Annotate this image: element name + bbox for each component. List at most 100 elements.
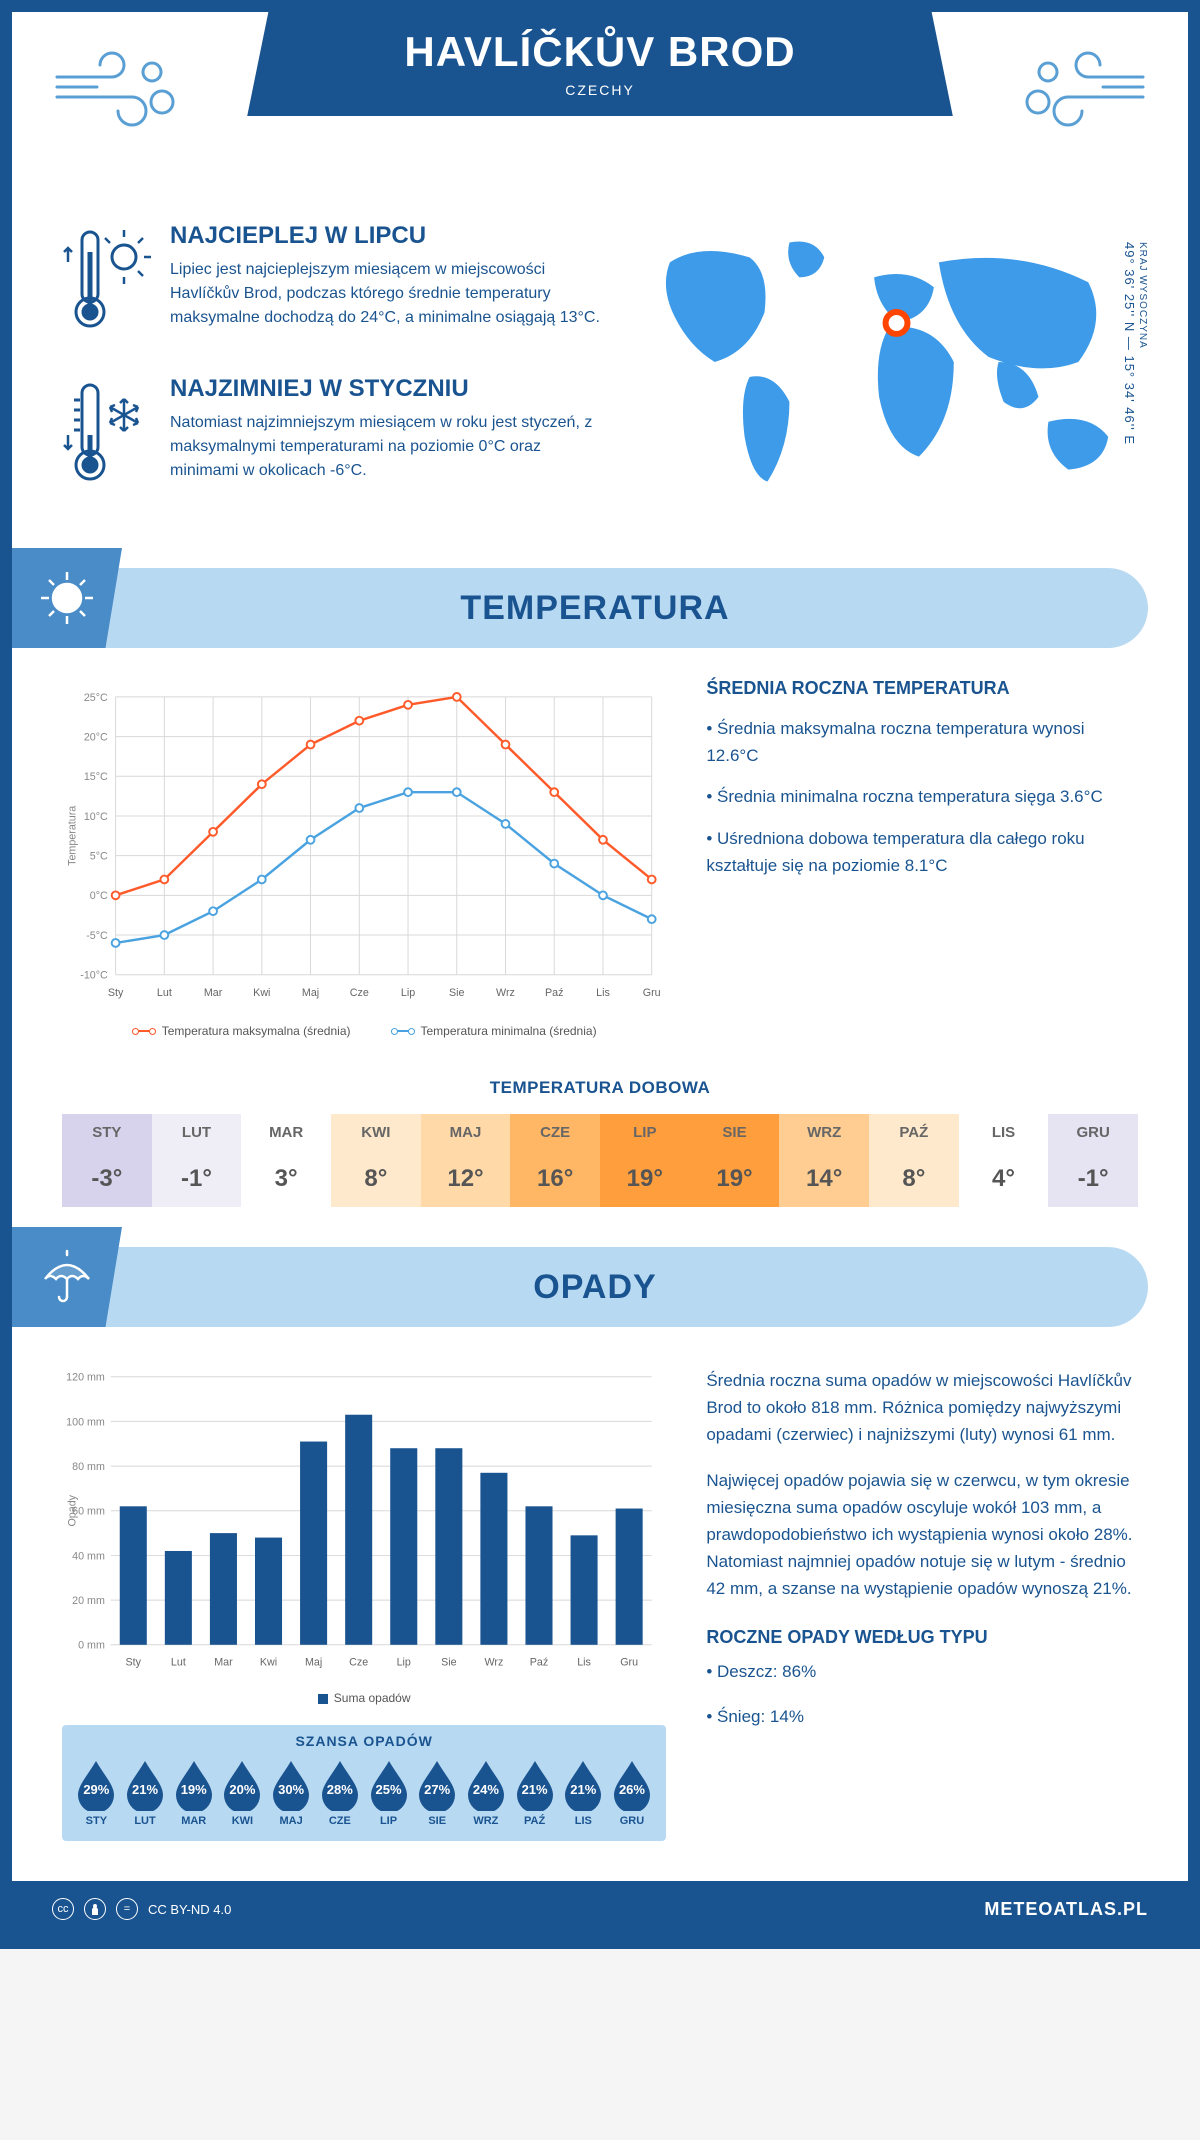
svg-text:80 mm: 80 mm <box>72 1461 105 1473</box>
month-value: 3° <box>241 1151 331 1207</box>
svg-text:Lut: Lut <box>157 987 172 999</box>
coordinates: KRAJ WYSOCZYNA 49° 36' 25'' N — 15° 34' … <box>1122 242 1148 445</box>
month-header: SIE <box>690 1114 780 1151</box>
svg-text:Lip: Lip <box>397 1656 411 1668</box>
intro-section: NAJCIEPLEJ W LIPCU Lipiec jest najcieple… <box>12 212 1188 558</box>
temperature-line-chart: -10°C-5°C0°C5°C10°C15°C20°C25°CStyLutMar… <box>62 678 666 1038</box>
raindrop-icon: 26% <box>610 1759 654 1811</box>
svg-text:Temperatura: Temperatura <box>67 806 79 866</box>
region-label: KRAJ WYSOCZYNA <box>1137 242 1148 437</box>
drop-column: 28% CZE <box>317 1759 362 1827</box>
world-map-svg <box>640 222 1138 502</box>
svg-text:120 mm: 120 mm <box>66 1372 105 1384</box>
raindrop-icon: 20% <box>220 1759 264 1811</box>
drop-month: WRZ <box>464 1815 509 1827</box>
svg-text:0°C: 0°C <box>90 890 108 902</box>
svg-text:20 mm: 20 mm <box>72 1595 105 1607</box>
raindrop-icon: 21% <box>513 1759 557 1811</box>
svg-text:Cze: Cze <box>350 987 369 999</box>
city-name: HAVLÍČKŮV BROD <box>247 28 953 76</box>
license-text: CC BY-ND 4.0 <box>148 1902 231 1917</box>
intro-text-column: NAJCIEPLEJ W LIPCU Lipiec jest najcieple… <box>62 222 610 528</box>
site-name: METEOATLAS.PL <box>984 1899 1148 1920</box>
raindrop-icon: 21% <box>123 1759 167 1811</box>
month-header: LIP <box>600 1114 690 1151</box>
month-header: MAJ <box>421 1114 511 1151</box>
drop-month: CZE <box>317 1815 362 1827</box>
umbrella-icon <box>12 1227 122 1327</box>
month-value: -3° <box>62 1151 152 1207</box>
svg-text:Wrz: Wrz <box>496 987 515 999</box>
svg-text:Sty: Sty <box>108 987 124 999</box>
drop-column: 21% LUT <box>123 1759 168 1827</box>
month-value: -1° <box>1048 1151 1138 1207</box>
month-value: 14° <box>779 1151 869 1207</box>
drop-column: 20% KWI <box>220 1759 265 1827</box>
svg-text:Mar: Mar <box>204 987 223 999</box>
precip-info: Średnia roczna suma opadów w miejscowośc… <box>706 1367 1138 1841</box>
temperature-row: -10°C-5°C0°C5°C10°C15°C20°C25°CStyLutMar… <box>12 678 1188 1038</box>
svg-text:100 mm: 100 mm <box>66 1416 105 1428</box>
month-header: WRZ <box>779 1114 869 1151</box>
coldest-block: NAJZIMNIEJ W STYCZNIU Natomiast najzimni… <box>62 375 610 500</box>
month-value: -1° <box>152 1151 242 1207</box>
drop-month: SIE <box>415 1815 460 1827</box>
svg-text:Mar: Mar <box>214 1656 233 1668</box>
svg-text:Sty: Sty <box>126 1656 142 1668</box>
precip-bar-chart: 0 mm20 mm40 mm60 mm80 mm100 mm120 mmOpad… <box>62 1367 666 1687</box>
legend-item-min: Temperatura minimalna (średnia) <box>391 1024 597 1038</box>
daily-temp-title: TEMPERATURA DOBOWA <box>62 1078 1138 1098</box>
svg-text:10°C: 10°C <box>84 811 108 823</box>
svg-text:5°C: 5°C <box>90 851 108 863</box>
thermometer-sun-icon <box>62 222 152 347</box>
drop-column: 25% LIP <box>366 1759 411 1827</box>
thermometer-snow-icon <box>62 375 152 500</box>
infographic-page: HAVLÍČKŮV BROD CZECHY <box>0 0 1200 1949</box>
title-ribbon: HAVLÍČKŮV BROD CZECHY <box>247 12 953 116</box>
section-header-precip: OPADY <box>12 1247 1148 1327</box>
month-header: GRU <box>1048 1114 1138 1151</box>
warmest-text: Lipiec jest najcieplejszym miesiącem w m… <box>170 258 610 330</box>
drop-column: 26% GRU <box>610 1759 655 1827</box>
footer: cc = CC BY-ND 4.0 METEOATLAS.PL <box>12 1881 1188 1937</box>
raindrop-icon: 24% <box>464 1759 508 1811</box>
drop-month: LIP <box>366 1815 411 1827</box>
svg-text:Maj: Maj <box>302 987 319 999</box>
drop-column: 30% MAJ <box>269 1759 314 1827</box>
svg-text:Sie: Sie <box>449 987 465 999</box>
world-map: KRAJ WYSOCZYNA 49° 36' 25'' N — 15° 34' … <box>640 222 1138 528</box>
svg-text:Maj: Maj <box>305 1656 322 1668</box>
svg-text:0 mm: 0 mm <box>78 1640 105 1652</box>
svg-text:Opady: Opady <box>67 1494 79 1526</box>
svg-text:25°C: 25°C <box>84 692 108 704</box>
month-header: LIS <box>959 1114 1049 1151</box>
svg-text:Paź: Paź <box>530 1656 548 1668</box>
coldest-title: NAJZIMNIEJ W STYCZNIU <box>170 375 610 403</box>
month-header: STY <box>62 1114 152 1151</box>
month-value: 19° <box>690 1151 780 1207</box>
daily-temperature-table: TEMPERATURA DOBOWA STYLUTMARKWIMAJCZELIP… <box>12 1038 1188 1237</box>
precip-chance-box: SZANSA OPADÓW 29% STY 21% LUT 19% MAR 20… <box>62 1725 666 1841</box>
svg-text:Sie: Sie <box>441 1656 457 1668</box>
drop-column: 24% WRZ <box>464 1759 509 1827</box>
svg-text:-10°C: -10°C <box>80 970 108 982</box>
drop-month: MAJ <box>269 1815 314 1827</box>
drop-column: 21% PAŹ <box>512 1759 557 1827</box>
month-value: 4° <box>959 1151 1049 1207</box>
raindrop-icon: 30% <box>269 1759 313 1811</box>
svg-text:Wrz: Wrz <box>484 1656 503 1668</box>
warmest-title: NAJCIEPLEJ W LIPCU <box>170 222 610 250</box>
country-name: CZECHY <box>247 82 953 98</box>
month-value: 16° <box>510 1151 600 1207</box>
bar-chart-legend: Suma opadów <box>62 1691 666 1705</box>
month-header: MAR <box>241 1114 331 1151</box>
svg-text:Cze: Cze <box>349 1656 368 1668</box>
coldest-text: Natomiast najzimniejszym miesiącem w rok… <box>170 411 610 483</box>
drop-month: LUT <box>123 1815 168 1827</box>
by-icon <box>84 1898 106 1920</box>
temperature-info: ŚREDNIA ROCZNA TEMPERATURA • Średnia mak… <box>706 678 1138 1038</box>
drop-month: LIS <box>561 1815 606 1827</box>
month-value: 8° <box>869 1151 959 1207</box>
type-bullet: • Deszcz: 86% <box>706 1658 1138 1685</box>
type-bullet: • Śnieg: 14% <box>706 1703 1138 1730</box>
